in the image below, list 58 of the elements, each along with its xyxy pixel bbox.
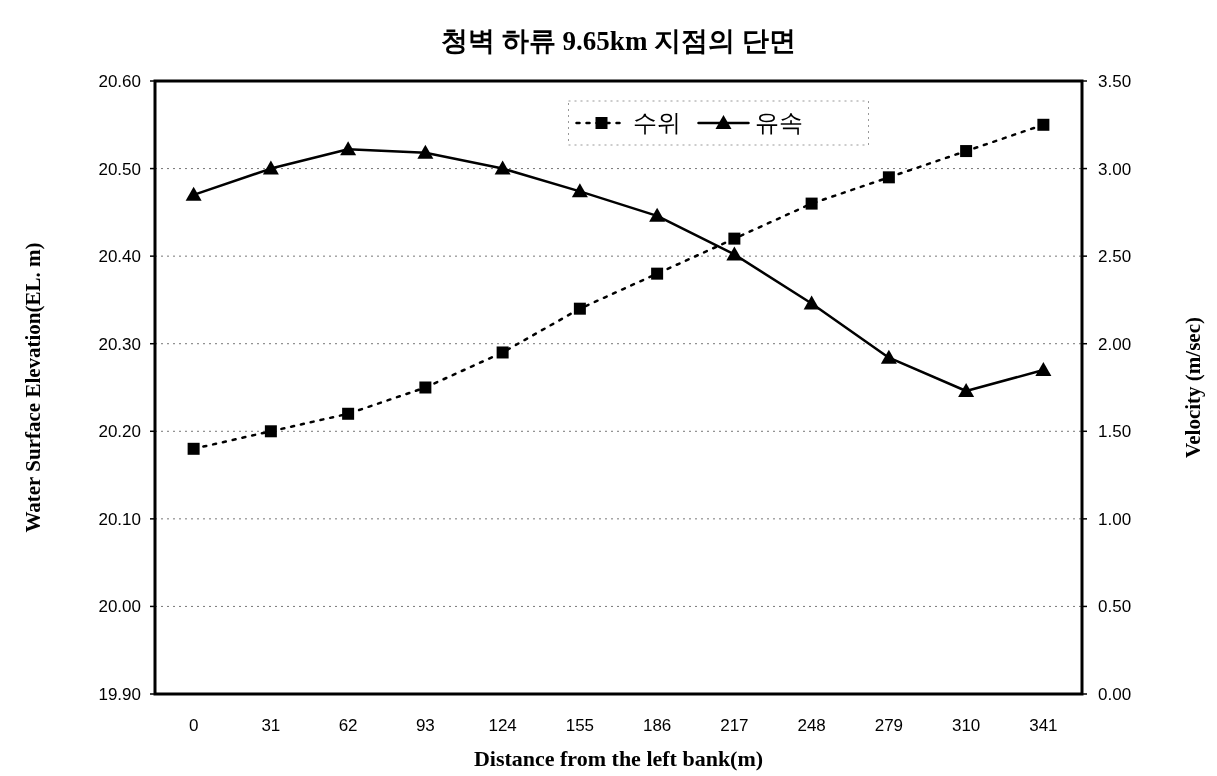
point xyxy=(880,349,897,364)
point xyxy=(417,144,434,159)
y-tick-label: 20.50 xyxy=(98,159,141,179)
y-tick-label: 20.00 xyxy=(98,597,141,617)
x-tick-label: 186 xyxy=(642,716,672,735)
point xyxy=(803,295,820,310)
point xyxy=(960,145,973,158)
point xyxy=(958,383,975,397)
x-tick-label: 0 xyxy=(188,716,199,735)
point xyxy=(573,302,586,315)
y2-tick-label: 0.00 xyxy=(1098,685,1132,704)
y-tick-label: 20.40 xyxy=(98,247,141,267)
point xyxy=(496,346,509,359)
x-tick-label: 62 xyxy=(338,716,358,735)
y-axis-title: Water Surface Elevation(EL. m) xyxy=(21,242,45,533)
point xyxy=(264,425,277,438)
point xyxy=(882,171,895,184)
point xyxy=(419,381,432,394)
legend-label: 수위 xyxy=(632,109,681,136)
x-tick-label: 310 xyxy=(951,716,981,735)
y2-tick-label: 2.50 xyxy=(1098,247,1132,267)
y-tick-label: 20.60 xyxy=(98,72,141,91)
y-tick-label: 20.10 xyxy=(98,509,141,529)
point xyxy=(187,442,200,455)
y2-tick-label: 0.50 xyxy=(1098,597,1132,617)
point xyxy=(262,160,279,175)
legend-label: 유속 xyxy=(754,109,803,136)
y2-tick-label: 3.50 xyxy=(1098,72,1132,91)
point xyxy=(571,183,588,198)
x-tick-label: 124 xyxy=(488,716,517,735)
point xyxy=(185,186,202,201)
point xyxy=(728,232,741,245)
x-tick-label: 31 xyxy=(261,716,281,735)
point xyxy=(649,207,666,222)
y-tick-label: 20.20 xyxy=(98,422,141,442)
x-tick-label: 279 xyxy=(874,716,904,735)
y2-tick-label: 3.00 xyxy=(1098,159,1132,179)
y2-tick-label: 1.50 xyxy=(1098,422,1132,442)
x-tick-label: 341 xyxy=(1029,716,1058,735)
point xyxy=(494,160,511,175)
x-tick-label: 217 xyxy=(720,716,749,735)
point xyxy=(1035,361,1052,376)
y2-tick-label: 1.00 xyxy=(1098,509,1132,529)
y2-tick-label: 2.00 xyxy=(1098,334,1132,354)
y2-axis-title: Velocity (m/sec) xyxy=(1181,317,1205,458)
x-axis-title: Distance from the left bank(m) xyxy=(473,746,764,771)
chart-title: 청벽 하류 9.65km 지점의 단면 xyxy=(441,26,796,56)
x-tick-label: 93 xyxy=(415,716,435,735)
point xyxy=(651,267,664,280)
y-tick-label: 20.30 xyxy=(98,334,141,354)
x-tick-label: 248 xyxy=(797,716,826,735)
point xyxy=(726,246,743,261)
point xyxy=(1037,118,1050,131)
point xyxy=(340,141,357,156)
point xyxy=(805,197,818,210)
x-tick-label: 155 xyxy=(565,716,595,735)
point xyxy=(342,407,355,420)
y-tick-label: 19.90 xyxy=(98,685,141,704)
